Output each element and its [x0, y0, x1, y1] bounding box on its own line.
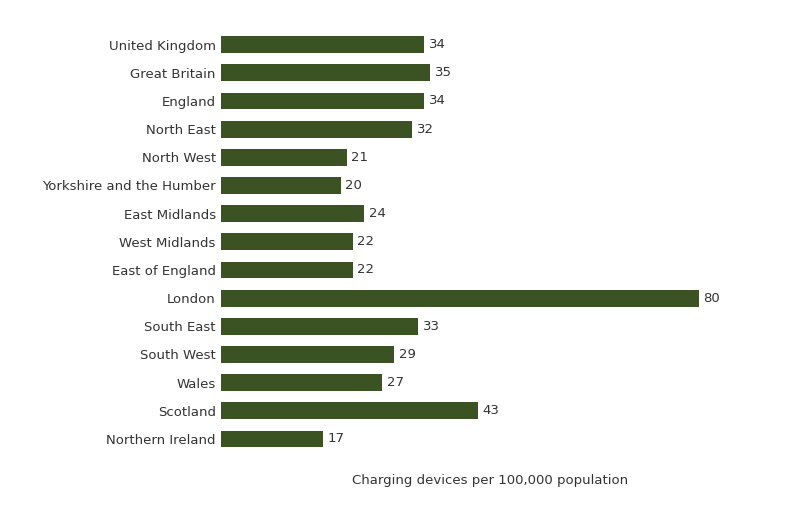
Text: 34: 34	[429, 38, 446, 51]
Bar	[221, 402, 478, 419]
Text: 22: 22	[357, 264, 374, 277]
Bar	[221, 431, 322, 447]
Text: 21: 21	[352, 151, 368, 164]
Text: 20: 20	[345, 179, 363, 192]
Bar	[221, 374, 382, 391]
Text: 32: 32	[417, 123, 434, 136]
Bar	[221, 233, 352, 250]
Bar	[221, 93, 424, 109]
Bar	[221, 205, 364, 222]
Bar	[221, 177, 340, 194]
Text: 80: 80	[703, 292, 720, 305]
Bar	[221, 149, 347, 166]
Bar	[221, 290, 698, 307]
Bar	[221, 346, 394, 363]
Text: 27: 27	[387, 376, 404, 389]
X-axis label: Charging devices per 100,000 population: Charging devices per 100,000 population	[352, 474, 628, 487]
Bar	[221, 121, 412, 138]
Text: 35: 35	[435, 66, 452, 79]
Text: 29: 29	[399, 348, 416, 361]
Text: 17: 17	[327, 433, 344, 446]
Bar	[221, 318, 418, 335]
Text: 24: 24	[369, 207, 386, 220]
Text: 33: 33	[423, 320, 440, 333]
Text: 22: 22	[357, 235, 374, 249]
Bar	[221, 64, 430, 81]
Text: 34: 34	[429, 95, 446, 108]
Text: 43: 43	[483, 405, 499, 418]
Bar	[221, 262, 352, 278]
Bar	[221, 36, 424, 53]
